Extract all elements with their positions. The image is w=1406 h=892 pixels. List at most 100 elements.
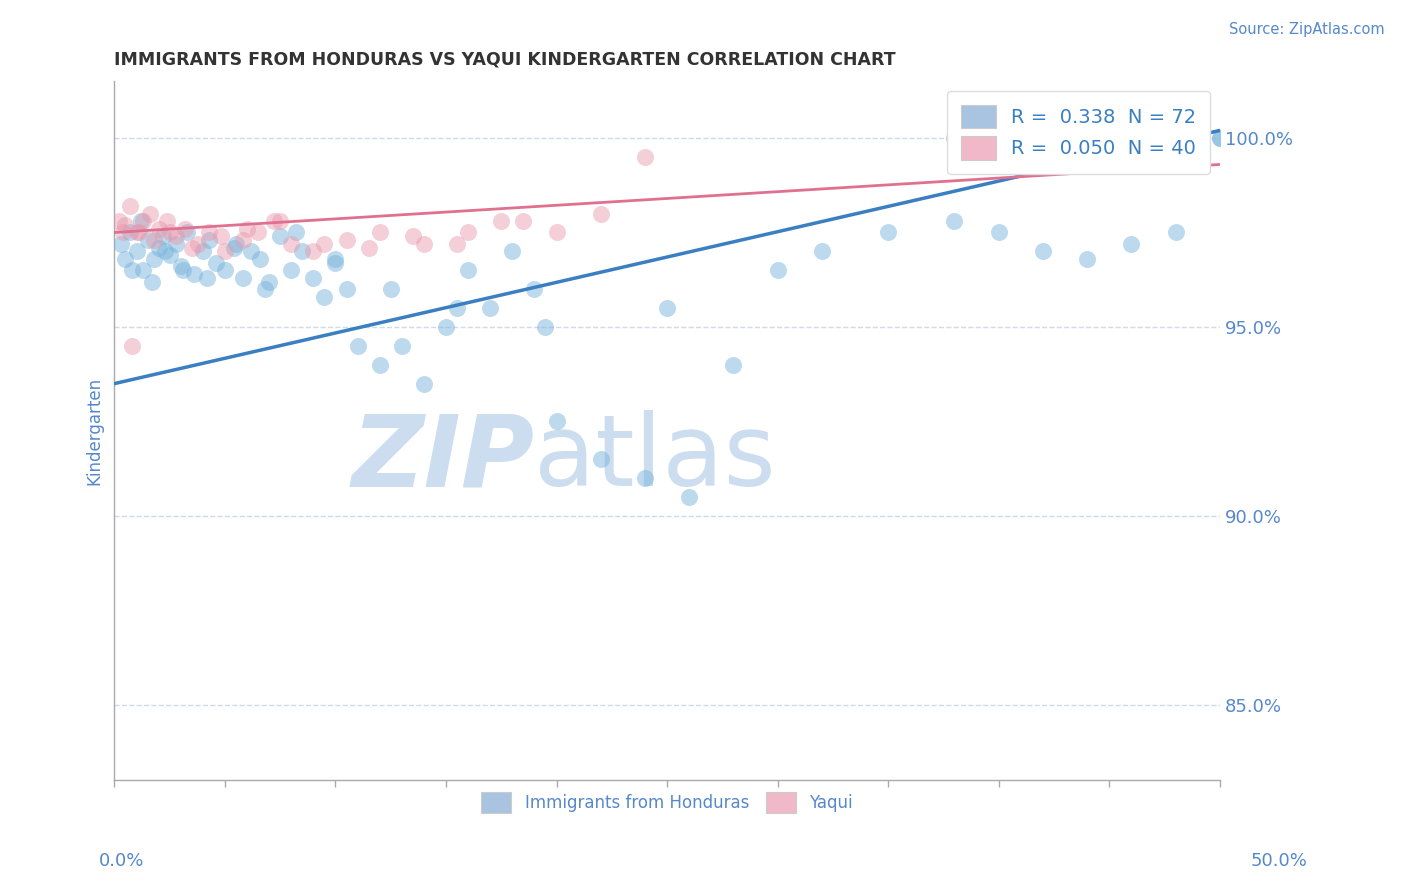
Text: IMMIGRANTS FROM HONDURAS VS YAQUI KINDERGARTEN CORRELATION CHART: IMMIGRANTS FROM HONDURAS VS YAQUI KINDER…	[114, 51, 896, 69]
Point	[1209, 131, 1232, 145]
Text: 0.0%: 0.0%	[98, 852, 143, 870]
Point	[152, 229, 174, 244]
Point	[232, 233, 254, 247]
Point	[247, 226, 270, 240]
Point	[1076, 252, 1098, 266]
Point	[314, 236, 336, 251]
Point	[132, 263, 155, 277]
Legend: Immigrants from Honduras, Yaqui: Immigrants from Honduras, Yaqui	[470, 780, 865, 824]
Point	[284, 226, 307, 240]
Point	[257, 275, 280, 289]
Point	[118, 226, 141, 240]
Text: atlas: atlas	[534, 410, 776, 508]
Point	[655, 301, 678, 315]
Point	[766, 263, 789, 277]
Point	[589, 452, 612, 467]
Point	[198, 226, 221, 240]
Point	[291, 244, 314, 259]
Point	[214, 263, 236, 277]
Point	[263, 214, 285, 228]
Point	[368, 226, 391, 240]
Point	[280, 263, 302, 277]
Point	[183, 267, 205, 281]
Point	[346, 339, 368, 353]
Point	[501, 244, 523, 259]
Point	[240, 244, 263, 259]
Point	[269, 229, 291, 244]
Point	[987, 226, 1010, 240]
Text: Source: ZipAtlas.com: Source: ZipAtlas.com	[1229, 22, 1385, 37]
Point	[148, 221, 170, 235]
Point	[148, 241, 170, 255]
Point	[943, 131, 966, 145]
Point	[1164, 226, 1187, 240]
Point	[187, 236, 209, 251]
Point	[1098, 131, 1121, 145]
Point	[491, 214, 513, 228]
Point	[280, 236, 302, 251]
Point	[368, 358, 391, 372]
Point	[172, 263, 194, 277]
Point	[546, 414, 568, 428]
Point	[156, 214, 179, 228]
Point	[1121, 236, 1143, 251]
Point	[232, 270, 254, 285]
Point	[634, 150, 657, 164]
Point	[457, 263, 479, 277]
Point	[446, 236, 468, 251]
Point	[434, 320, 457, 334]
Point	[249, 252, 271, 266]
Point	[170, 260, 193, 274]
Point	[132, 214, 155, 228]
Point	[302, 244, 325, 259]
Point	[165, 229, 187, 244]
Point	[325, 256, 347, 270]
Text: ZIP: ZIP	[352, 410, 534, 508]
Point	[112, 226, 135, 240]
Point	[108, 214, 131, 228]
Point	[114, 252, 136, 266]
Point	[1187, 131, 1209, 145]
Point	[943, 214, 966, 228]
Point	[634, 471, 657, 485]
Point	[325, 252, 347, 266]
Point	[143, 252, 166, 266]
Point	[314, 290, 336, 304]
Point	[214, 244, 236, 259]
Point	[209, 229, 232, 244]
Point	[141, 275, 163, 289]
Point	[114, 218, 136, 232]
Point	[121, 339, 143, 353]
Point	[118, 199, 141, 213]
Point	[877, 226, 900, 240]
Point	[589, 206, 612, 220]
Point	[479, 301, 502, 315]
Point	[357, 241, 380, 255]
Point	[534, 320, 557, 334]
Point	[159, 226, 181, 240]
Point	[1032, 244, 1054, 259]
Point	[139, 206, 162, 220]
Point	[269, 214, 291, 228]
Point	[412, 236, 434, 251]
Point	[402, 229, 425, 244]
Point	[723, 358, 745, 372]
Point	[176, 226, 198, 240]
Point	[129, 214, 152, 228]
Point	[125, 244, 148, 259]
Point	[222, 241, 245, 255]
Text: 50.0%: 50.0%	[1251, 852, 1308, 870]
Point	[121, 263, 143, 277]
Y-axis label: Kindergarten: Kindergarten	[86, 376, 103, 485]
Point	[302, 270, 325, 285]
Point	[512, 214, 534, 228]
Point	[125, 226, 148, 240]
Point	[128, 226, 150, 240]
Point	[335, 233, 357, 247]
Point	[253, 282, 276, 296]
Point	[191, 244, 214, 259]
Point	[236, 221, 259, 235]
Point	[205, 256, 228, 270]
Point	[380, 282, 402, 296]
Point	[198, 233, 221, 247]
